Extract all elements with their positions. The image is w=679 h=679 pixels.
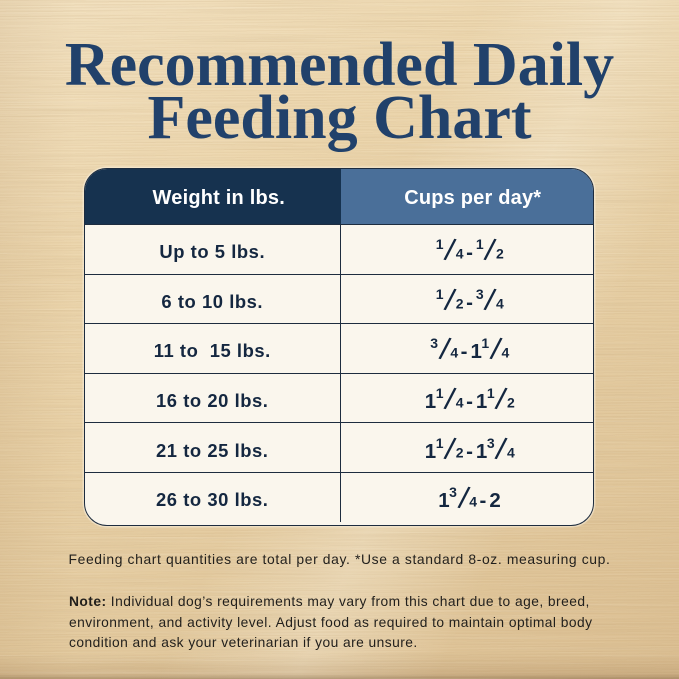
fraction-denominator: 4 <box>501 344 510 361</box>
note-paragraph: Note: Individual dog’s requirements may … <box>69 592 649 654</box>
note-text: Individual dog’s requirements may vary f… <box>106 594 590 609</box>
cups-range-number: 1 <box>424 439 437 463</box>
fraction-numerator: 1 <box>435 285 444 302</box>
fraction-numerator: 1 <box>481 335 490 352</box>
fraction: 1/4 <box>435 232 464 271</box>
fraction-numerator: 1 <box>475 236 484 253</box>
fraction: 3/4 <box>430 331 459 370</box>
fraction-numerator: 3 <box>430 335 439 352</box>
fraction: 3/4 <box>486 431 515 470</box>
fraction-numerator: 1 <box>486 385 495 402</box>
note-label: Note: <box>69 594 107 609</box>
fraction-denominator: 2 <box>455 295 464 312</box>
fraction: 1/2 <box>435 431 464 470</box>
cups-range-dash: - <box>466 439 474 463</box>
note-line: Note: Individual dog’s requirements may … <box>69 592 649 613</box>
cups-cell: 1/2 - 3/4 <box>341 275 593 324</box>
fraction-numerator: 3 <box>475 285 484 302</box>
fraction-denominator: 2 <box>506 394 515 411</box>
fraction-numerator: 1 <box>435 385 444 402</box>
fraction: 3/4 <box>475 282 504 321</box>
table-row: Up to 5 lbs. 1/4 - 1/2 <box>85 224 593 274</box>
weight-cell: 21 to 25 lbs. <box>85 423 341 472</box>
fraction-denominator: 4 <box>469 493 478 510</box>
table-row: 6 to 10 lbs. 1/2 - 3/4 <box>85 273 593 324</box>
fraction-denominator: 4 <box>455 394 464 411</box>
cups-range-number: 1 <box>470 340 483 364</box>
cups-range-number: 1 <box>475 439 488 463</box>
cups-cell: 3/4 - 1 1/4 <box>341 324 593 373</box>
cups-range-number: 1 <box>424 390 437 414</box>
cups-range-dash: - <box>466 290 474 314</box>
weight-cell: 6 to 10 lbs. <box>85 274 341 324</box>
weight-cell: 11 to 15 lbs. <box>85 324 341 373</box>
fraction: 1/4 <box>435 381 464 420</box>
fraction-denominator: 2 <box>496 245 504 262</box>
fraction-denominator: 4 <box>450 344 459 361</box>
cups-range-dash: - <box>460 340 468 364</box>
cups-range-dash: - <box>466 241 474 265</box>
fraction: 1/2 <box>435 282 464 321</box>
fraction-numerator: 1 <box>435 236 444 253</box>
cups-range-dash: - <box>466 390 474 414</box>
fraction-numerator: 3 <box>486 434 495 451</box>
cups-range-number: 2 <box>489 489 502 513</box>
note-line: condition and ask your veterinarian if y… <box>69 635 418 651</box>
fraction-numerator: 1 <box>435 434 444 451</box>
fraction: 1/2 <box>486 381 515 420</box>
page-title: Recommended Daily Feeding Chart <box>0 30 679 152</box>
measuring-cup-caption: Feeding chart quantities are total per d… <box>68 551 611 567</box>
cups-range-dash: - <box>479 489 487 513</box>
table-row: 26 to 30 lbs. 1 3/4 - 2 <box>85 471 593 522</box>
column-header-cups: Cups per day* <box>340 169 593 224</box>
page-title-line2: Feeding Chart <box>147 83 532 152</box>
cups-cell: 1 1/2 - 1 3/4 <box>341 423 593 472</box>
fraction-denominator: 4 <box>496 295 504 312</box>
weight-cell: 26 to 30 lbs. <box>85 472 341 522</box>
table-row: 21 to 25 lbs. 1 1/2 - 1 3/4 <box>85 422 593 472</box>
fraction-numerator: 3 <box>449 484 457 501</box>
fraction: 1/2 <box>475 232 504 271</box>
page-title-line1: Recommended Daily <box>64 30 615 99</box>
cups-cell: 1 1/4 - 1 1/2 <box>341 374 593 423</box>
fraction-denominator: 2 <box>455 444 464 461</box>
fraction: 3/4 <box>449 480 478 519</box>
fraction-denominator: 4 <box>506 444 515 461</box>
column-header-weight: Weight in lbs. <box>85 169 341 224</box>
note-line: environment, and activity level. Adjust … <box>69 614 593 630</box>
weight-cell: Up to 5 lbs. <box>85 225 341 274</box>
cups-cell: 1 3/4 - 2 <box>341 473 593 522</box>
cups-range-number: 1 <box>475 390 488 414</box>
cups-cell: 1/4 - 1/2 <box>341 225 593 274</box>
cups-range-number: 1 <box>438 489 451 513</box>
feeding-table: Weight in lbs. Cups per day* Up to 5 lbs… <box>84 168 594 526</box>
feeding-table-header: Weight in lbs. Cups per day* <box>85 169 593 224</box>
fraction: 1/4 <box>481 331 510 370</box>
table-row: 16 to 20 lbs. 1 1/4 - 1 1/2 <box>85 372 593 423</box>
weight-cell: 16 to 20 lbs. <box>85 373 341 423</box>
fraction-denominator: 4 <box>455 245 464 262</box>
table-row: 11 to 15 lbs. 3/4 - 1 1/4 <box>85 323 593 373</box>
